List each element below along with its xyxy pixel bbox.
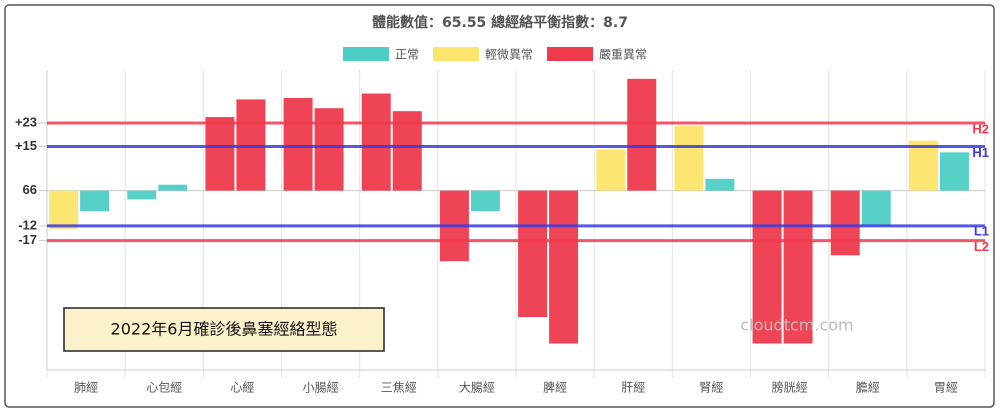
y-tick-label: -12 [18, 217, 37, 232]
x-tick-label: 腎經 [699, 381, 723, 395]
bar [752, 190, 782, 344]
bar [908, 140, 938, 191]
bar [674, 125, 704, 191]
y-tick-label: +23 [15, 114, 37, 129]
legend-swatch [433, 47, 480, 61]
bar [549, 190, 579, 344]
bar [283, 97, 313, 191]
y-tick-label: -17 [18, 232, 37, 247]
x-tick-label: 脾經 [543, 380, 567, 395]
x-tick-label: 肝經 [621, 381, 645, 395]
bar [518, 190, 548, 318]
x-tick-label: 小腸經 [303, 381, 339, 395]
legend-swatch [343, 47, 389, 61]
x-tick-label: 三焦經 [381, 381, 417, 395]
bar [361, 93, 391, 191]
bar [596, 149, 626, 191]
x-tick-label: 胃經 [934, 381, 958, 395]
x-tick-label: 大腸經 [459, 381, 495, 395]
bar [861, 190, 891, 226]
legend-label: 輕微異常 [485, 48, 533, 62]
bar [830, 190, 860, 256]
x-tick-label: 膽經 [856, 380, 880, 395]
x-tick-label: 肺經 [74, 381, 98, 395]
bar [205, 117, 235, 191]
bar [470, 190, 500, 212]
reference-label: H1 [972, 145, 989, 160]
bar [314, 108, 344, 191]
legend-label: 正常 [395, 48, 419, 62]
reference-label: L1 [974, 223, 989, 238]
reference-label: L2 [974, 239, 989, 254]
bar [158, 184, 188, 191]
annotation-box [63, 307, 385, 352]
bar [627, 78, 657, 191]
x-tick-label: 膀胱經 [772, 380, 808, 395]
bar [939, 152, 969, 191]
bar [49, 190, 79, 229]
x-tick-label: 心包經 [146, 381, 182, 395]
bar [783, 190, 813, 344]
legend-swatch [547, 47, 594, 61]
x-tick-label: 心經 [230, 381, 254, 395]
y-tick-label: 66 [23, 182, 37, 197]
bar [127, 190, 157, 200]
reference-label: H2 [972, 121, 989, 136]
legend-label: 嚴重異常 [599, 48, 647, 62]
annotation: 2022年6月確診後鼻塞經絡型態 [111, 320, 338, 339]
watermark: cloudtcm.com [740, 316, 853, 335]
chart-title: 體能數值：65.55 總經絡平衡指數：8.7 [372, 14, 628, 31]
y-tick-label: +15 [15, 138, 37, 153]
bar [705, 178, 735, 191]
bar [80, 190, 110, 212]
